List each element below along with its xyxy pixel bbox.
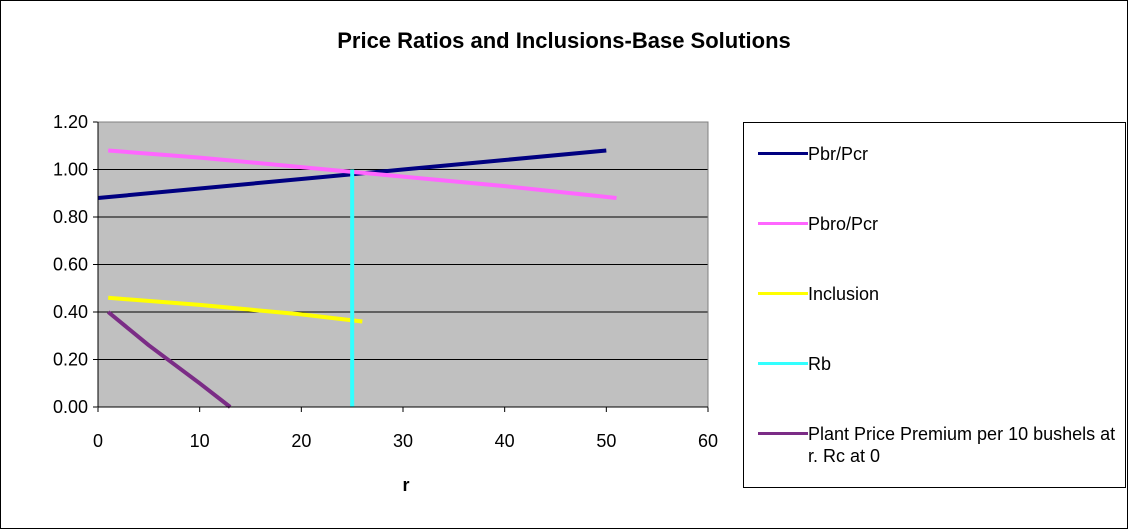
chart-title: Price Ratios and Inclusions-Base Solutio…: [337, 28, 791, 53]
legend-item: Rb: [758, 353, 1118, 375]
legend-swatch: [758, 362, 808, 365]
legend-label: Pbr/Pcr: [808, 144, 869, 164]
x-tick-label: 60: [698, 431, 718, 451]
y-tick-label: 0.40: [53, 302, 88, 322]
x-tick-label: 50: [596, 431, 616, 451]
legend-swatch: [758, 152, 808, 155]
legend-item: Pbro/Pcr: [758, 213, 1118, 235]
series-line-5: [106, 310, 232, 409]
legend-item: Inclusion: [758, 283, 1118, 305]
x-axis-label: r: [402, 475, 409, 495]
legend-swatch: [758, 292, 808, 295]
x-tick-label: 30: [393, 431, 413, 451]
y-tick-label: 0.60: [53, 255, 88, 275]
y-tick-label: 1.20: [53, 112, 88, 132]
x-tick-label: 20: [291, 431, 311, 451]
legend: Pbr/Pcr Pbro/Pcr Inclusion Rb Plant Price Pr…: [743, 122, 1126, 488]
legend-swatch: [758, 432, 808, 435]
legend-swatch: [758, 222, 808, 225]
legend-item: Plant Price Premium per 10 bushels at r.…: [758, 423, 1118, 467]
y-tick-label: 1.00: [53, 160, 88, 180]
legend-item: Pbr/Pcr: [758, 143, 1118, 165]
legend-label: Rb: [808, 354, 832, 374]
x-tick-label: 40: [495, 431, 515, 451]
x-tick-label: 10: [190, 431, 210, 451]
legend-label: Plant Price Premium per 10 bushels at r.…: [808, 424, 1116, 466]
legend-label: Inclusion: [808, 284, 880, 304]
y-tick-label: 0.20: [53, 350, 88, 370]
y-tick-label: 0.00: [53, 397, 88, 417]
x-tick-label: 0: [93, 431, 103, 451]
series-line-3: [108, 295, 363, 324]
y-tick-label: 0.80: [53, 207, 88, 227]
legend-label: Pbro/Pcr: [808, 214, 879, 234]
